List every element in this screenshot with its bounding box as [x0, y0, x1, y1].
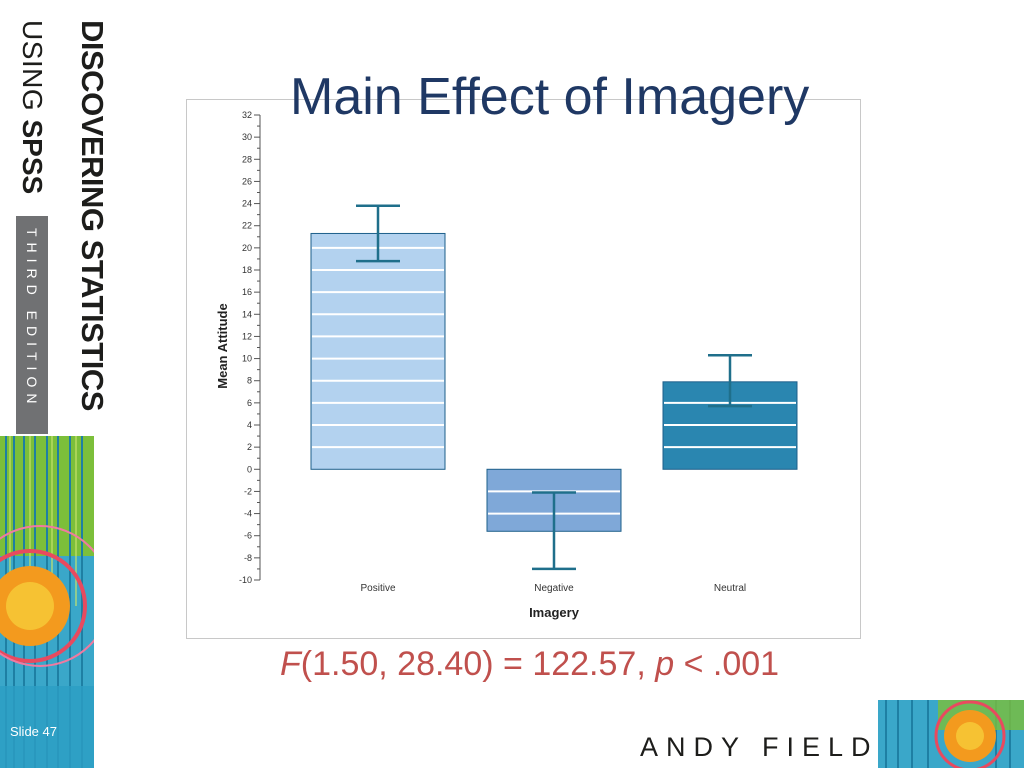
- y-tick-label: 20: [242, 243, 252, 253]
- decorative-artwork-right: [878, 700, 1024, 768]
- chart-frame: -10 -8 -6 -4 -2 0 2 4 6 8 10 12 14 16 18 20 22 24 26 28 30 32…: [186, 99, 861, 639]
- brand-discovering-statistics: DISCOVERING STATISTICS: [75, 20, 110, 411]
- y-tick-label: 6: [247, 398, 252, 408]
- p-symbol: p: [655, 645, 675, 683]
- y-tick-label: -2: [244, 486, 252, 496]
- y-tick-label: 30: [242, 132, 252, 142]
- brand-using: USING: [17, 20, 48, 120]
- p-value: < .001: [674, 645, 780, 683]
- y-tick-label: 8: [247, 376, 252, 386]
- bar-positive: [310, 232, 446, 470]
- y-tick-label: 0: [247, 464, 252, 474]
- y-tick-label: 14: [242, 309, 252, 319]
- x-tick-label-negative: Negative: [534, 583, 574, 594]
- edition-badge: THIRD EDITION: [16, 216, 48, 434]
- edition-text: THIRD EDITION: [24, 228, 40, 410]
- brand-using-spss: USING SPSS: [16, 20, 48, 240]
- y-tick-label: -8: [244, 553, 252, 563]
- book-brand: USING SPSS DISCOVERING STATISTICS THIRD …: [12, 20, 110, 434]
- y-tick-label: 28: [242, 154, 252, 164]
- bar-chart: -10-8-6-4-202468101214161820222426283032…: [215, 110, 798, 620]
- f-args: (1.50, 28.40) = 122.57,: [300, 645, 656, 683]
- y-tick-label: 16: [242, 287, 252, 297]
- error-bars: [356, 204, 752, 571]
- y-tick-label: 4: [247, 420, 252, 430]
- x-tick-labels: Positive Negative Neutral: [360, 583, 746, 594]
- f-statistic: F(1.50, 28.40) = 122.57, p < .001: [280, 642, 779, 686]
- slide-number: Slide 47: [10, 724, 57, 739]
- y-tick-label: 24: [242, 199, 252, 209]
- y-tick-label: -10: [239, 575, 252, 585]
- y-tick-label: 26: [242, 176, 252, 186]
- y-axis-label: Mean Attitude: [215, 303, 230, 388]
- x-tick-label-neutral: Neutral: [714, 583, 746, 594]
- y-tick-label: 12: [242, 331, 252, 341]
- y-tick-label: 22: [242, 221, 252, 231]
- y-tick-label: -6: [244, 531, 252, 541]
- y-tick-label: 32: [242, 110, 252, 120]
- x-axis-label: Imagery: [529, 605, 580, 620]
- page-title: Main Effect of Imagery: [290, 68, 810, 126]
- decorative-artwork-left: [0, 436, 94, 768]
- author-name: ANDY FIELD: [640, 732, 879, 762]
- y-tick-label: 18: [242, 265, 252, 275]
- brand-spss: SPSS: [17, 119, 48, 195]
- f-symbol: F: [280, 645, 301, 683]
- y-tick-label: -4: [244, 509, 252, 519]
- bars: [310, 232, 798, 532]
- y-tick-label: 2: [247, 442, 252, 452]
- x-tick-label-positive: Positive: [360, 583, 395, 594]
- y-tick-label: 10: [242, 354, 252, 364]
